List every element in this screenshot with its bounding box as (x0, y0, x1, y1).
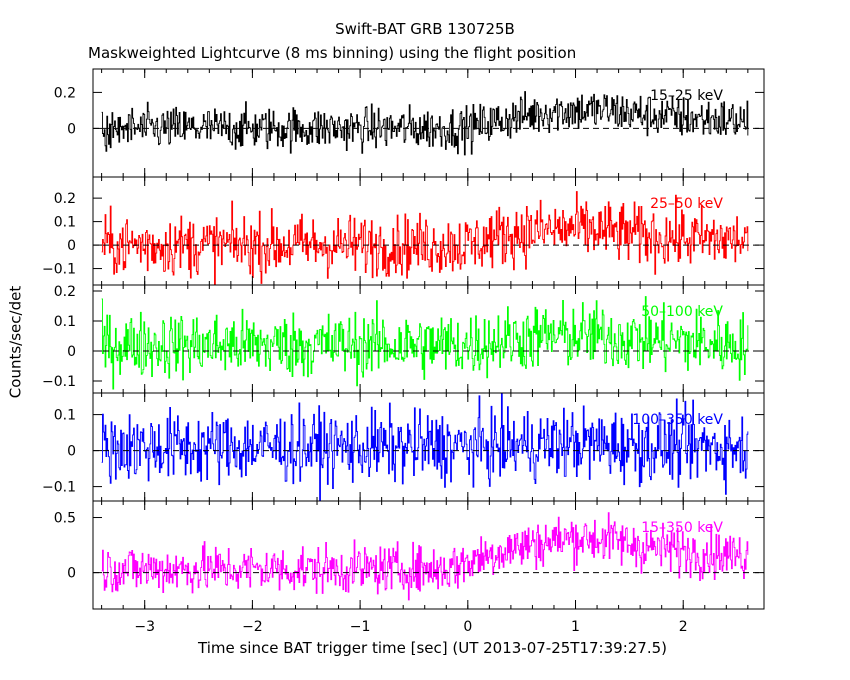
series-line-5 (101, 512, 749, 601)
x-tick-label: −1 (350, 619, 371, 635)
y-tick-label: 0 (67, 238, 76, 254)
panel-label: 15–350 keV (641, 520, 723, 536)
panel-2: 25–50 keV −0.1 0 0.1 0.2 (42, 176, 765, 286)
y-tick-label: 0 (67, 444, 76, 460)
y-tick-label: 0 (67, 344, 76, 360)
y-axis-label: Counts/sec/det (6, 285, 25, 399)
series-line-3 (101, 296, 749, 390)
y-tick-label: 0.2 (54, 191, 76, 207)
panel-5: 15–350 keV 0 0.5 (54, 500, 765, 610)
x-tick-label: 0 (463, 619, 472, 635)
panel-label: 100–350 keV (632, 412, 723, 428)
y-tick-label: −0.1 (42, 262, 76, 278)
y-tick-label: 0.2 (54, 85, 76, 101)
series-line-1 (101, 91, 749, 156)
y-tick-label: 0 (67, 566, 76, 582)
x-axis-label: Time since BAT trigger time [sec] (UT 20… (198, 639, 667, 657)
chart-subtitle: Maskweighted Lightcurve (8 ms binning) u… (88, 44, 577, 62)
y-tick-label: −0.1 (42, 374, 76, 390)
y-tick-label: 0.1 (54, 408, 76, 424)
chart-title: Swift-BAT GRB 130725B (335, 20, 515, 38)
y-tick-label: 0.2 (54, 284, 76, 300)
panel-label: 15–25 keV (650, 88, 723, 104)
panel-frame (92, 500, 765, 610)
series-line-2 (101, 191, 749, 286)
panel-3: 50–100 keV −0.1 0 0.1 0.2 (42, 284, 765, 394)
x-tick-label: 2 (679, 619, 688, 635)
x-tick-label: 1 (571, 619, 580, 635)
panel-4: 100–350 keV −0.1 0 0.1 (42, 392, 765, 502)
panel-1: 15–25 keV 0 0.2 (54, 68, 765, 178)
panel-label: 25–50 keV (650, 196, 723, 212)
y-tick-label: 0 (67, 121, 76, 137)
x-tick-label: −3 (134, 619, 155, 635)
y-tick-label: 0.1 (54, 215, 76, 231)
panel-label: 50–100 keV (641, 304, 723, 320)
x-tick-label: −2 (242, 619, 263, 635)
series-line-4 (101, 392, 749, 501)
y-tick-label: 0.1 (54, 314, 76, 330)
y-tick-label: −0.1 (42, 480, 76, 496)
y-tick-label: 0.5 (54, 511, 76, 527)
